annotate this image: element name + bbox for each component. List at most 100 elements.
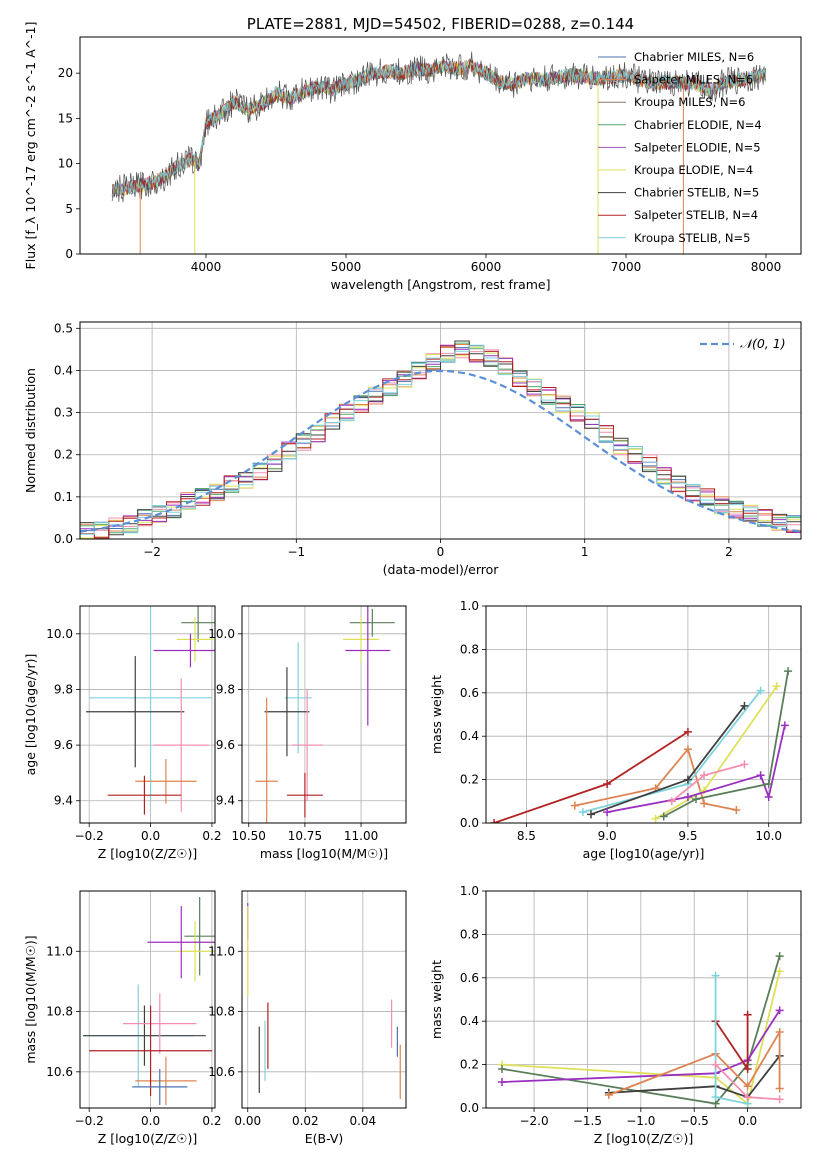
y-tick-label: 20 (58, 66, 73, 80)
x-tick-label: 0.0 (141, 1114, 160, 1128)
panel-5: 8.5 9.0 9.5 10.0 0.0 0.2 0.4 0.6 0.8 1.0 age [log1… (429, 599, 802, 861)
x-tick-label: −1.0 (626, 1114, 655, 1128)
weight-marker (498, 1077, 507, 1086)
y-tick-label: 10.8 (208, 1005, 235, 1019)
x-tick-label: −1.5 (573, 1114, 602, 1128)
plot-area (86, 606, 215, 815)
weight-line (501, 971, 781, 1106)
y-axis-label: age [log10(age/yr)] (23, 654, 38, 776)
weight-line (501, 1009, 781, 1083)
weight-marker (732, 805, 741, 814)
weight-marker (756, 686, 765, 695)
axes-frame (241, 890, 407, 1109)
x-axis-label: Z [log10(Z/Z☉)] (98, 846, 198, 861)
errorbar-point (349, 608, 395, 637)
x-axis-label: Z [log10(Z/Z☉)] (594, 1131, 694, 1146)
weight-marker (780, 721, 789, 730)
weight-marker (587, 810, 595, 819)
weight-marker (498, 1064, 507, 1073)
x-tick-label: 11.00 (344, 829, 378, 843)
errorbar-point (89, 606, 212, 801)
x-tick-label: 9.5 (678, 829, 697, 843)
y-tick-label: 0.2 (460, 1058, 479, 1072)
y-tick-label: 0.0 (460, 1101, 479, 1115)
x-tick-label: −1 (287, 545, 305, 559)
y-tick-label: 11.0 (208, 944, 235, 958)
x-tick-label: 0 (437, 545, 445, 559)
weight-marker (743, 1010, 752, 1019)
weight-marker (772, 682, 781, 691)
weight-marker (775, 1084, 784, 1093)
legend-label: Salpeter MILES, N=6 (634, 73, 753, 87)
weight-marker (764, 779, 773, 788)
weight-line (501, 955, 781, 1105)
x-axis-label: (data-model)/error (383, 562, 500, 577)
errorbar-point (176, 617, 214, 662)
x-axis-label: E(B-V) (305, 1131, 344, 1146)
histogram-step (80, 344, 801, 535)
errorbar-point (153, 678, 209, 812)
weight-marker (700, 799, 709, 808)
weight-marker (711, 1093, 720, 1102)
errorbar-point (286, 772, 323, 818)
x-tick-label: −0.5 (680, 1114, 709, 1128)
x-tick-label: 0.02 (292, 1114, 319, 1128)
weight-marker (784, 667, 793, 676)
panel-1: 4000 5000 6000 7000 8000 0 5 10 15 20 wavelength [… (23, 15, 802, 292)
y-tick-label: 1.0 (460, 599, 479, 613)
y-tick-label: 9.6 (216, 738, 235, 752)
spectrum-line (111, 59, 767, 197)
x-tick-label: 0.2 (202, 829, 221, 843)
weight-marker (659, 812, 668, 821)
y-tick-label: 0.8 (460, 927, 479, 941)
weight-marker (700, 771, 709, 780)
y-tick-label: 0.6 (460, 686, 479, 700)
legend-label: Chabrier STELIB, N=5 (634, 186, 759, 200)
weight-marker (764, 792, 773, 801)
y-tick-label: 0.2 (54, 448, 73, 462)
y-tick-label: 0.4 (460, 729, 479, 743)
x-tick-label: 10.75 (288, 829, 322, 843)
weight-marker (775, 1095, 784, 1104)
weight-marker (743, 1082, 752, 1091)
weight-marker (683, 727, 692, 736)
weight-marker (570, 801, 579, 810)
plot-area (498, 952, 784, 1108)
y-tick-label: 10.0 (46, 627, 73, 641)
errorbar-point (147, 906, 215, 979)
y-tick-label: 1.0 (460, 884, 479, 898)
weight-marker (651, 814, 660, 823)
x-tick-label: 9.0 (598, 829, 617, 843)
panel-3: −0.2 0.0 0.2 9.4 9.6 9.8 10.0 Z [log10(Z/Z☉)] ag… (23, 605, 221, 861)
x-tick-label: −2.0 (519, 1114, 548, 1128)
panel-4: 10.50 10.75 11.00 9.4 9.6 9.8 10.0 mass [log10(… (208, 605, 407, 861)
x-tick-label: 0.00 (234, 1114, 261, 1128)
weight-marker (775, 967, 784, 976)
errorbar-point (343, 617, 380, 662)
x-tick-label: −2 (143, 545, 161, 559)
y-tick-label: 0 (65, 247, 73, 261)
weight-marker (667, 797, 676, 806)
legend-label: Kroupa MILES, N=6 (634, 95, 746, 109)
errorbar-point (291, 689, 323, 801)
panel-8: −2.0 −1.5 −1.0 −0.5 0.0 0.0 0.2 0.4 0.6 0.8 1.0 Z [… (429, 884, 802, 1146)
weight-marker (683, 775, 692, 784)
y-tick-label: 0.0 (460, 816, 479, 830)
legend-label: Salpeter STELIB, N=4 (634, 208, 758, 222)
y-tick-label: 15 (58, 111, 73, 125)
y-tick-label: 10.6 (208, 1065, 235, 1079)
plot-area (83, 897, 215, 1105)
errorbar-point (176, 921, 214, 982)
x-tick-label: 6000 (471, 260, 502, 274)
weight-marker (756, 771, 765, 780)
errorbar-point (86, 656, 185, 768)
errorbar-point (89, 1005, 212, 1096)
y-tick-label: 0.0 (54, 532, 73, 546)
x-tick-label: 8000 (751, 260, 782, 274)
axes-frame (241, 605, 407, 824)
x-tick-label: 0.0 (738, 1114, 757, 1128)
weight-marker (743, 1064, 752, 1073)
y-tick-label: 0.2 (460, 773, 479, 787)
y-axis-label: Flux [f_λ 10^-17 erg cm^-2 s^-1 A^-1] (23, 22, 38, 270)
